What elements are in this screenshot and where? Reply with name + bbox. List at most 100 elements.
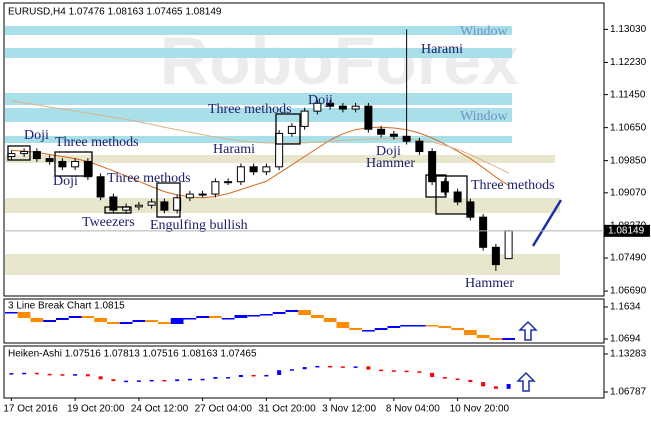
y-tick-label: 1.09070	[610, 187, 647, 198]
line-break-brick	[502, 338, 515, 341]
moving-average	[11, 100, 509, 174]
heiken-ashi-bar	[264, 374, 269, 377]
y-tick-label: 1.09850	[610, 155, 647, 166]
heiken-ashi-bar	[340, 366, 345, 368]
panel-frame	[3, 345, 605, 399]
annotation: Harami	[213, 142, 255, 157]
heiken-ashi-bar	[200, 378, 205, 381]
heiken-ashi-bar	[111, 379, 116, 382]
line-break-brick	[374, 328, 388, 331]
annotation: Doji	[53, 174, 78, 189]
x-tick-label: 3 Nov 12:00	[322, 404, 376, 415]
line-break-brick	[247, 315, 260, 317]
zone	[5, 48, 512, 58]
candle-body	[440, 181, 449, 193]
zone	[5, 136, 512, 143]
line-break-brick	[145, 320, 158, 323]
annotation: Hammer	[465, 276, 514, 291]
candle-body	[96, 176, 105, 198]
annotation: Hammer	[366, 156, 415, 171]
line-break-brick	[170, 318, 184, 324]
annotation: Three methods	[471, 178, 555, 193]
candle-body	[415, 140, 424, 153]
line-break-brick	[234, 315, 248, 319]
line-break-brick	[476, 334, 490, 339]
heiken-ashi-bar	[417, 371, 422, 373]
line-break-brick	[119, 322, 133, 324]
heiken-ashi-bar	[277, 370, 282, 375]
annotation: Three methods	[208, 102, 292, 117]
line-break-brick	[94, 318, 107, 323]
up-arrow	[516, 371, 536, 392]
line-break-brick	[311, 315, 324, 319]
heiken-ashi-bar	[98, 376, 103, 380]
candle-body	[313, 102, 322, 112]
line-break-brick	[196, 315, 209, 319]
annotation: Tweezers	[82, 215, 135, 230]
candle-body	[300, 110, 309, 127]
pattern-box	[54, 151, 93, 177]
panel-frame	[3, 298, 605, 344]
y-tick-label: 1.11450	[610, 89, 646, 100]
line-break-brick	[209, 315, 222, 319]
line-break-brick	[43, 320, 56, 323]
heiken-ashi-bar	[213, 377, 218, 379]
candle-body	[504, 230, 513, 260]
marks	[5, 29, 515, 389]
candle-body	[185, 193, 194, 199]
heiken-ashi-bar	[379, 369, 384, 372]
line-break-brick	[81, 315, 95, 319]
y-tick-label: 1.10650	[610, 122, 647, 133]
candle-body	[45, 158, 54, 162]
heiken-ashi-bar	[366, 366, 371, 370]
zone	[5, 198, 560, 213]
line-break-brick	[107, 322, 120, 324]
pattern-box	[104, 206, 132, 214]
watermark: RoboForex	[160, 23, 519, 99]
zones	[5, 26, 560, 275]
pattern-box	[7, 145, 31, 161]
annotation: Doji	[308, 93, 333, 108]
heiken-ashi-bar	[455, 378, 460, 381]
candle-body	[7, 153, 16, 158]
line-break-brick	[183, 318, 197, 320]
line-break-brick	[438, 326, 452, 329]
candle-body	[58, 160, 67, 168]
candle-body	[134, 204, 143, 208]
annotation: Window	[460, 109, 509, 124]
line-break-brick	[349, 328, 362, 331]
candle-body	[147, 201, 156, 206]
zone	[5, 254, 560, 275]
heiken-ashi-bar	[251, 374, 256, 377]
heiken-ashi-bar	[136, 380, 141, 382]
zone	[5, 108, 512, 122]
heiken-ashi-bar	[175, 379, 180, 382]
candle-body	[262, 166, 271, 173]
line-break-brick	[68, 315, 82, 319]
heiken-ashi-bar	[430, 372, 435, 378]
heiken-ashi-bar	[302, 367, 307, 370]
line-break-brick	[272, 312, 286, 315]
heiken-ashi-bar	[124, 380, 129, 383]
heiken-ashi-bar	[238, 374, 243, 378]
line-break-brick	[158, 322, 171, 324]
heiken-ashi-bar	[22, 372, 27, 375]
y-tick-label: 1.0694	[610, 334, 641, 345]
candle-body	[198, 193, 207, 196]
x-tick-label: 19 Oct 20:00	[67, 404, 125, 415]
candle-body	[20, 151, 29, 155]
x-tick-label: 27 Oct 04:00	[195, 404, 253, 415]
candle-body	[83, 160, 92, 178]
candle-body	[479, 216, 488, 248]
heiken-ashi-bar	[328, 365, 333, 368]
trend-arrow	[531, 199, 563, 247]
line-break-brick	[451, 328, 464, 331]
heiken-ashi-bar	[162, 379, 167, 382]
last-price-box	[604, 224, 650, 237]
candle-body	[236, 166, 245, 183]
line-break-brick	[260, 314, 273, 316]
last-price-label: 1.08149	[608, 225, 645, 236]
y-tick-label: 1.07490	[610, 253, 647, 264]
line-break-brick	[5, 312, 18, 314]
line-break-brick	[56, 318, 69, 321]
